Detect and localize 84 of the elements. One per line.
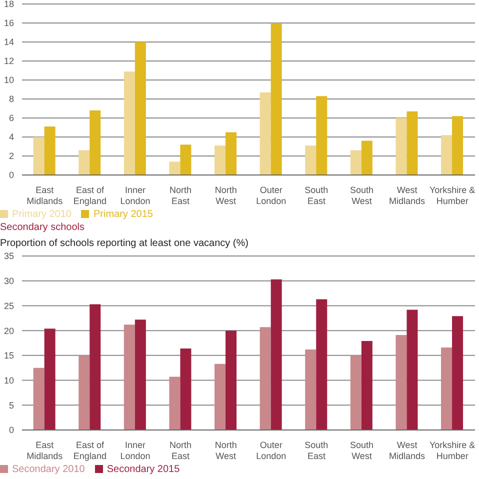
- bar: [260, 92, 271, 175]
- x-tick-label: South East: [304, 185, 328, 206]
- y-tick-label: 0: [8, 170, 14, 180]
- x-tick-label: Inner London: [120, 440, 150, 461]
- y-tick-label: 8: [8, 94, 14, 104]
- bar: [305, 349, 316, 430]
- x-tick-label: South East: [304, 440, 328, 461]
- bar: [260, 327, 271, 430]
- bar: [270, 23, 282, 175]
- bar: [305, 146, 316, 175]
- x-tick-label: East of England: [73, 185, 106, 206]
- bar: [78, 150, 90, 175]
- y-tick-label: 4: [8, 132, 14, 142]
- bar: [90, 304, 101, 430]
- y-tick-label: 10: [4, 375, 14, 386]
- x-tick-label: Yorkshire & Humber: [430, 440, 476, 461]
- y-tick-label: 5: [8, 400, 14, 410]
- x-tick-label: East Midlands: [26, 185, 64, 206]
- x-tick-label: Inner London: [120, 185, 150, 206]
- y-tick-label: 0: [8, 425, 14, 436]
- y-tick-label: 10: [4, 75, 14, 86]
- bar: [452, 116, 464, 175]
- bar: [33, 137, 44, 175]
- x-tick-label: Outer London: [256, 185, 286, 206]
- bar: [124, 324, 135, 430]
- y-tick-label: 14: [4, 37, 14, 48]
- legend-label: Primary 2015: [93, 209, 153, 220]
- y-axis-title: Proportion of schools reporting at least one vacancy (%): [0, 237, 250, 251]
- y-tick-label: 16: [4, 18, 14, 28]
- bar: [396, 118, 407, 175]
- bar: [452, 316, 464, 430]
- bar: [361, 341, 372, 430]
- x-tick-label: North West: [214, 185, 237, 206]
- bar: [124, 71, 135, 175]
- bar: [316, 299, 328, 430]
- bar: [169, 376, 180, 430]
- bar: [406, 111, 418, 175]
- y-tick-label: 18: [4, 0, 14, 10]
- bar: [350, 355, 362, 430]
- x-tick-label: West Midlands: [389, 185, 426, 206]
- x-tick-label: East Midlands: [26, 440, 64, 461]
- bar: [44, 328, 56, 430]
- y-tick-label: 35: [4, 251, 14, 262]
- x-tick-label: North East: [170, 185, 192, 206]
- bar: [396, 335, 407, 430]
- x-tick-label: North East: [170, 440, 192, 461]
- bar: [350, 150, 362, 175]
- legend-label: Secondary 2015: [106, 464, 180, 475]
- bar: [226, 132, 237, 175]
- bar: [441, 135, 452, 175]
- bar: [78, 355, 90, 430]
- bar: [406, 310, 418, 430]
- x-tick-label: West Midlands: [389, 440, 426, 461]
- bar: [134, 320, 146, 430]
- y-tick-label: 25: [4, 300, 14, 311]
- bar: [214, 146, 226, 175]
- legend-label: Secondary 2010: [12, 464, 85, 475]
- x-tick-label: North West: [214, 440, 237, 461]
- x-tick-label: Yorkshire & Humber: [430, 185, 476, 206]
- bar: [169, 162, 180, 175]
- bar: [134, 42, 146, 175]
- chart-title: Secondary schools: [0, 221, 86, 235]
- x-tick-label: South West: [350, 440, 374, 461]
- bar: [316, 96, 328, 175]
- bar: [441, 347, 452, 430]
- y-tick-label: 15: [4, 350, 14, 361]
- bar: [214, 364, 226, 430]
- legend-label: Primary 2010: [12, 209, 72, 220]
- bar: [180, 348, 192, 430]
- bar: [180, 144, 192, 175]
- x-tick-label: Outer London: [256, 440, 286, 461]
- bar: [226, 330, 237, 430]
- x-tick-label: South West: [350, 185, 374, 206]
- y-tick-label: 12: [4, 56, 14, 66]
- bar: [44, 126, 56, 175]
- y-tick-label: 6: [8, 113, 14, 124]
- y-tick-label: 2: [8, 151, 14, 162]
- bar: [33, 368, 44, 430]
- y-tick-label: 30: [4, 276, 14, 286]
- x-tick-label: East of England: [73, 440, 106, 461]
- y-tick-label: 20: [4, 326, 14, 336]
- bar: [361, 140, 372, 175]
- bar: [90, 110, 101, 175]
- bar: [270, 279, 282, 430]
